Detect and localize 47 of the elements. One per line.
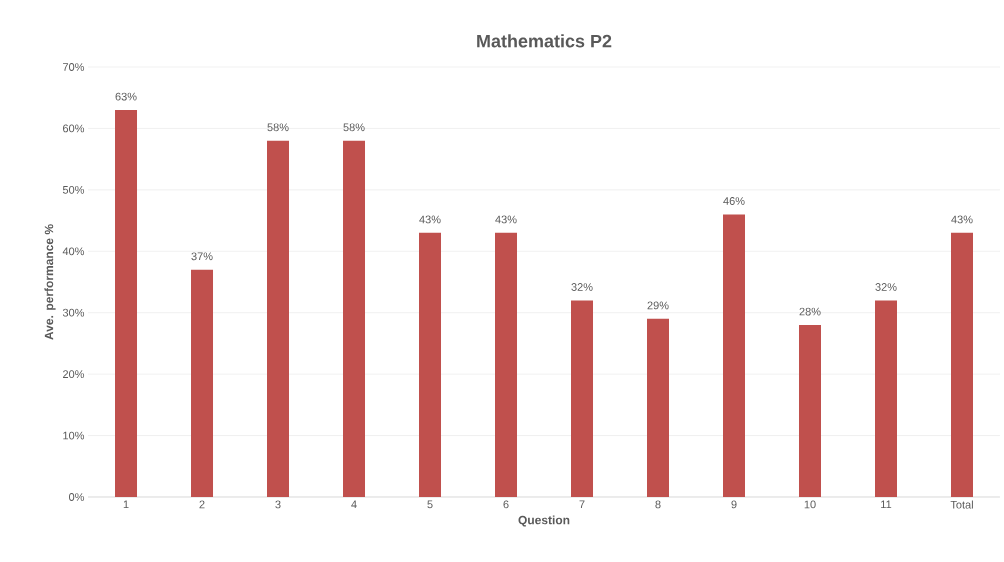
data-label: 37% [191, 252, 213, 261]
bar [951, 232, 973, 497]
x-tick-label: 4 [351, 500, 357, 509]
bar [115, 110, 138, 497]
x-tick-label: 1 [123, 500, 129, 509]
chart-title: Mathematics P2 [477, 34, 612, 48]
bar [647, 318, 669, 497]
y-tick-label: 70% [63, 63, 85, 71]
x-tick-label: 6 [503, 500, 509, 509]
bar [419, 232, 441, 497]
data-label: 43% [951, 215, 973, 224]
bar [571, 300, 594, 497]
data-label: 58% [343, 123, 365, 132]
y-tick-label: 20% [63, 370, 85, 379]
bar [343, 140, 366, 497]
x-tick-label: 9 [731, 500, 737, 509]
x-tick-label: 5 [427, 500, 433, 509]
x-tick-label: Total [950, 500, 973, 509]
bar [799, 324, 821, 497]
data-label: 32% [875, 283, 897, 291]
x-tick-label: 3 [275, 500, 281, 509]
data-label: 43% [419, 215, 441, 224]
data-label: 46% [723, 197, 745, 205]
data-label: 58% [267, 123, 289, 132]
x-tick-label: 7 [579, 500, 585, 509]
bar [875, 300, 897, 497]
data-label: 43% [495, 215, 517, 224]
x-tick-label: 8 [655, 500, 661, 509]
y-tick-label: 40% [62, 247, 85, 256]
y-tick-label: 0% [69, 493, 85, 501]
y-tick-label: 60% [63, 124, 85, 133]
bar [495, 232, 517, 497]
x-tick-label: 10 [804, 500, 816, 509]
bar [191, 269, 214, 497]
bar [267, 140, 290, 497]
x-tick-label: 11 [881, 500, 892, 509]
x-tick-label: 2 [199, 500, 205, 509]
data-label: 29% [647, 301, 669, 310]
x-axis-title: Question [518, 515, 570, 527]
y-tick-label: 10% [63, 431, 85, 440]
data-label: 28% [799, 307, 821, 316]
data-label: 63% [115, 92, 137, 101]
data-label: 32% [571, 283, 593, 291]
y-tick-label: 30% [62, 308, 85, 317]
y-tick-label: 50% [62, 185, 85, 194]
y-axis-title: Ave. performance % [44, 224, 56, 340]
bar [723, 214, 745, 497]
